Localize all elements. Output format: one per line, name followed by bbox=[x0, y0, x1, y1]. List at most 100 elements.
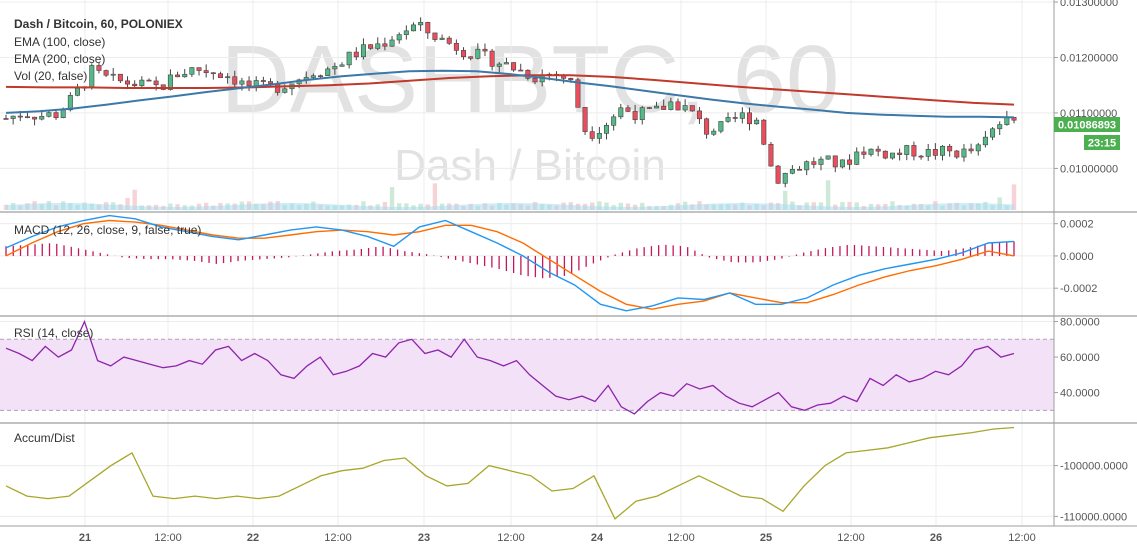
legend-volume[interactable]: Vol (20, false) bbox=[14, 69, 87, 83]
candle-body[interactable] bbox=[32, 116, 38, 120]
candle-body[interactable] bbox=[268, 81, 274, 84]
candle-body[interactable] bbox=[453, 43, 459, 51]
candle-body[interactable] bbox=[911, 145, 917, 157]
candle-body[interactable] bbox=[654, 105, 660, 109]
legend-ema-200[interactable]: EMA (200, close) bbox=[14, 52, 105, 66]
candle-body[interactable] bbox=[489, 50, 495, 67]
candle-body[interactable] bbox=[868, 148, 874, 155]
candle-body[interactable] bbox=[1004, 117, 1010, 125]
candle-body[interactable] bbox=[74, 87, 80, 96]
candle-body[interactable] bbox=[732, 117, 738, 119]
candle-body[interactable] bbox=[353, 51, 359, 58]
candle-body[interactable] bbox=[117, 73, 123, 82]
candle-body[interactable] bbox=[461, 50, 467, 58]
candle-body[interactable] bbox=[332, 66, 338, 70]
candle-body[interactable] bbox=[847, 159, 853, 165]
candle-body[interactable] bbox=[632, 111, 638, 120]
candle-body[interactable] bbox=[739, 112, 745, 119]
candle-body[interactable] bbox=[189, 67, 195, 75]
candle-body[interactable] bbox=[811, 161, 817, 165]
candle-body[interactable] bbox=[17, 115, 23, 118]
candle-body[interactable] bbox=[982, 136, 988, 146]
candle-body[interactable] bbox=[482, 48, 488, 52]
candle-body[interactable] bbox=[711, 130, 717, 135]
legend-rsi[interactable]: RSI (14, close) bbox=[14, 326, 93, 340]
candle-body[interactable] bbox=[704, 118, 710, 135]
candle-body[interactable] bbox=[904, 145, 910, 155]
candle-body[interactable] bbox=[754, 119, 760, 125]
candle-body[interactable] bbox=[468, 56, 474, 59]
candle-body[interactable] bbox=[511, 62, 517, 71]
candle-body[interactable] bbox=[132, 83, 138, 87]
candle-body[interactable] bbox=[325, 68, 331, 77]
candle-body[interactable] bbox=[990, 128, 996, 138]
candle-body[interactable] bbox=[618, 107, 624, 118]
candle-body[interactable] bbox=[432, 32, 438, 40]
candle-body[interactable] bbox=[175, 74, 181, 78]
candle-body[interactable] bbox=[675, 101, 681, 111]
candle-body[interactable] bbox=[103, 70, 109, 76]
candle-body[interactable] bbox=[568, 78, 574, 81]
candle-body[interactable] bbox=[346, 51, 352, 66]
candle-body[interactable] bbox=[532, 78, 538, 83]
candle-body[interactable] bbox=[875, 148, 881, 152]
candle-body[interactable] bbox=[253, 80, 259, 87]
candle-body[interactable] bbox=[503, 62, 509, 65]
candle-body[interactable] bbox=[410, 24, 416, 32]
candle-body[interactable] bbox=[839, 159, 845, 168]
candle-body[interactable] bbox=[689, 105, 695, 112]
candle-body[interactable] bbox=[932, 149, 938, 156]
candle-body[interactable] bbox=[260, 80, 266, 82]
candle-body[interactable] bbox=[854, 151, 860, 165]
candle-body[interactable] bbox=[668, 101, 674, 110]
candle-body[interactable] bbox=[797, 169, 803, 171]
candle-body[interactable] bbox=[382, 43, 388, 47]
candle-body[interactable] bbox=[940, 145, 946, 156]
candle-body[interactable] bbox=[182, 73, 188, 78]
candle-body[interactable] bbox=[89, 65, 95, 88]
candle-body[interactable] bbox=[725, 117, 731, 122]
candle-body[interactable] bbox=[39, 115, 45, 120]
candle-body[interactable] bbox=[589, 131, 595, 139]
candle-body[interactable] bbox=[961, 148, 967, 158]
candle-body[interactable] bbox=[210, 72, 216, 75]
candle-body[interactable] bbox=[768, 143, 774, 167]
candle-body[interactable] bbox=[496, 63, 502, 67]
candle-body[interactable] bbox=[646, 107, 652, 109]
symbol-title[interactable]: Dash / Bitcoin, 60, POLONIEX bbox=[14, 17, 183, 31]
candle-body[interactable] bbox=[310, 75, 316, 78]
candle-body[interactable] bbox=[968, 148, 974, 152]
candle-body[interactable] bbox=[53, 112, 59, 119]
candle-body[interactable] bbox=[360, 44, 366, 58]
legend-accum-dist[interactable]: Accum/Dist bbox=[14, 431, 75, 445]
price-axis[interactable]: 0.01300000 0.01200000 0.01100000 0.01000000… bbox=[1054, 0, 1128, 523]
candlestick-series[interactable] bbox=[3, 17, 1017, 188]
candle-body[interactable] bbox=[196, 67, 202, 71]
candle-body[interactable] bbox=[225, 76, 231, 79]
candle-body[interactable] bbox=[389, 39, 395, 47]
candle-body[interactable] bbox=[418, 22, 424, 26]
candle-body[interactable] bbox=[475, 48, 481, 59]
candle-body[interactable] bbox=[217, 73, 223, 78]
candle-body[interactable] bbox=[146, 79, 152, 82]
candle-body[interactable] bbox=[889, 152, 895, 159]
candle-body[interactable] bbox=[125, 80, 131, 85]
legend-macd[interactable]: MACD (12, 26, close, 9, false, true) bbox=[14, 223, 201, 237]
candle-body[interactable] bbox=[789, 169, 795, 174]
candle-body[interactable] bbox=[954, 150, 960, 158]
candle-body[interactable] bbox=[825, 155, 831, 160]
candle-body[interactable] bbox=[110, 73, 116, 76]
candle-body[interactable] bbox=[60, 109, 66, 119]
legend-ema-100[interactable]: EMA (100, close) bbox=[14, 35, 105, 49]
candle-body[interactable] bbox=[232, 76, 238, 85]
candle-body[interactable] bbox=[611, 116, 617, 126]
time-axis[interactable]: 21 12:00 22 12:00 23 12:00 24 12:00 25 12:00 26 12:… bbox=[79, 532, 1036, 544]
candle-body[interactable] bbox=[804, 161, 810, 171]
candle-body[interactable] bbox=[746, 112, 752, 125]
candle-body[interactable] bbox=[582, 107, 588, 132]
candle-body[interactable] bbox=[882, 150, 888, 159]
candle-body[interactable] bbox=[775, 165, 781, 184]
candle-body[interactable] bbox=[339, 64, 345, 67]
candle-body[interactable] bbox=[239, 80, 245, 85]
